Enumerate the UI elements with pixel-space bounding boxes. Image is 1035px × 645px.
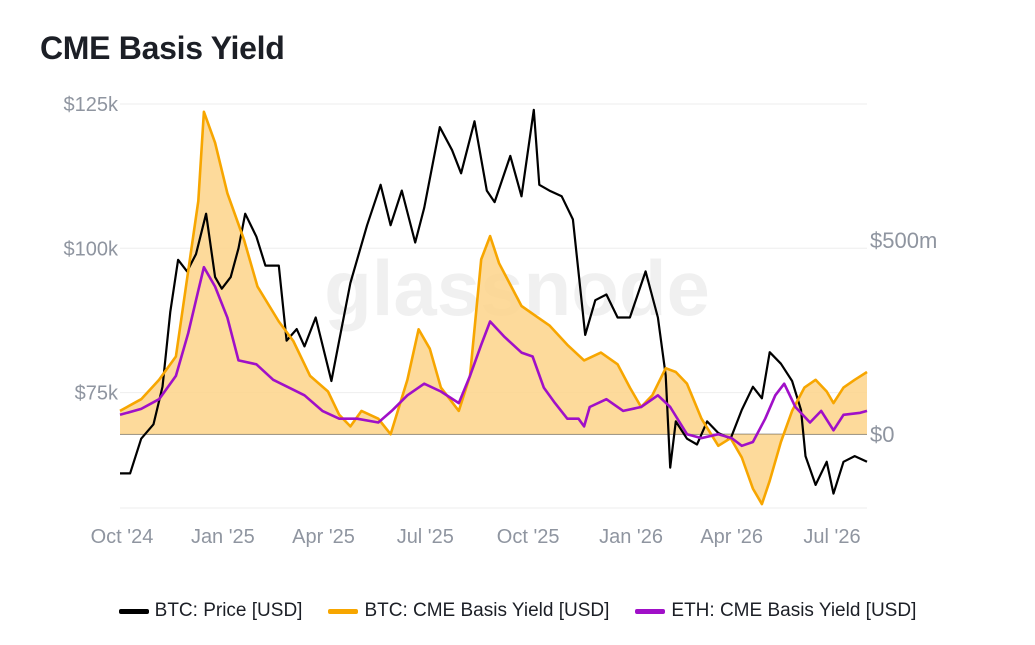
- x-tick-label: Oct '25: [497, 526, 560, 548]
- chart-title: CME Basis Yield: [40, 30, 285, 66]
- left-tick-label: $75k: [75, 383, 119, 405]
- x-tick-label: Jan '26: [599, 526, 663, 548]
- right-tick-label: $500m: [870, 228, 937, 253]
- series-line-2: [119, 265, 868, 448]
- legend-swatch: [635, 608, 666, 614]
- x-tick-label: Oct '24: [91, 526, 154, 548]
- legend-label: BTC: CME Basis Yield [USD]: [364, 600, 610, 621]
- legend-item[interactable]: BTC: CME Basis Yield [USD]: [328, 600, 609, 622]
- left-tick-label: $100k: [64, 238, 119, 260]
- x-tick-label: Apr '25: [292, 526, 355, 548]
- series-line-0: [120, 108, 868, 495]
- x-tick-label: Jul '25: [397, 526, 454, 548]
- legend-label: ETH: CME Basis Yield [USD]: [671, 600, 917, 621]
- legend-swatch: [328, 608, 359, 614]
- legend-label: BTC: Price [USD]: [154, 600, 303, 621]
- legend-item[interactable]: ETH: CME Basis Yield [USD]: [635, 600, 916, 622]
- left-tick-label: $125k: [64, 94, 119, 116]
- x-tick-label: Apr '26: [700, 526, 763, 548]
- legend: BTC: Price [USD] BTC: CME Basis Yield [US…: [0, 600, 1035, 622]
- right-tick-label: $0: [870, 422, 894, 447]
- btc-yield-area: [120, 111, 867, 505]
- x-tick-label: Jan '25: [191, 526, 255, 548]
- legend-item[interactable]: BTC: Price [USD]: [118, 600, 303, 622]
- legend-swatch: [118, 608, 149, 614]
- x-tick-label: Jul '26: [803, 526, 860, 548]
- series-line-1: [119, 110, 868, 506]
